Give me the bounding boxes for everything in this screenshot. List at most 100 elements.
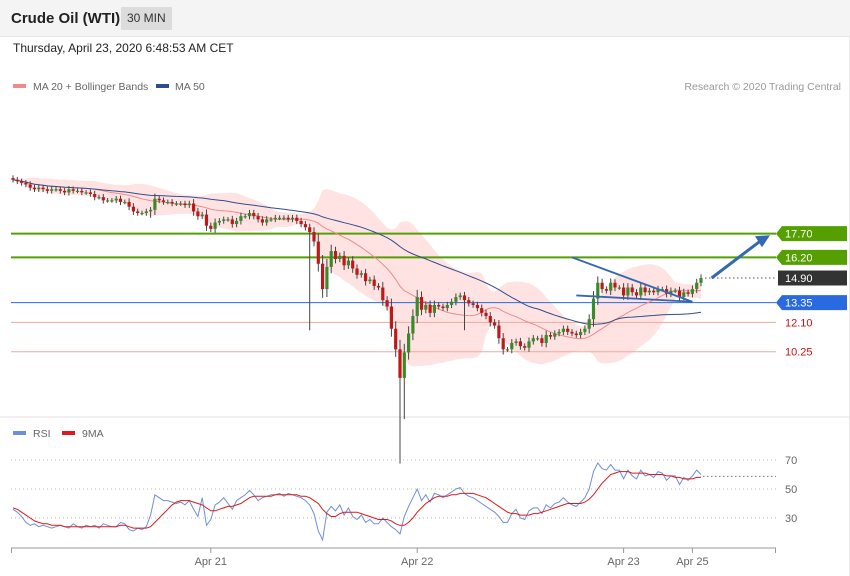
candle-bull — [149, 209, 153, 212]
candle-bear — [574, 333, 578, 336]
candle-bull — [591, 298, 596, 320]
candle-bear — [80, 190, 84, 193]
resistance-label-box — [776, 249, 847, 265]
candle-bull — [699, 278, 703, 283]
legend-rsi-ma-swatch — [62, 431, 75, 435]
candle-bull — [454, 297, 458, 302]
candle-bull — [187, 203, 191, 206]
candle-bull — [368, 279, 372, 282]
candle-bear — [600, 282, 604, 290]
candle-bear — [398, 349, 402, 378]
candle-bull — [166, 201, 170, 204]
candle-bull — [84, 192, 88, 194]
candle-bull — [626, 287, 630, 296]
rsi-tick-label: 70 — [785, 455, 797, 467]
candle-bull — [144, 211, 148, 214]
candle-bear — [308, 227, 312, 233]
candle-bull — [325, 266, 329, 290]
legend-ma20-swatch — [13, 84, 26, 88]
candle-bull — [213, 222, 217, 229]
interval-badge[interactable]: 30 MIN — [121, 7, 172, 30]
candle-bull — [359, 273, 363, 275]
candle-bull — [37, 187, 41, 190]
candle-bull — [411, 316, 415, 334]
candle-bear — [286, 217, 290, 220]
candle-bear — [157, 198, 161, 201]
candle-bull — [527, 341, 531, 348]
legend-ma50-label: MA 50 — [175, 81, 205, 93]
candle-bear — [24, 182, 28, 185]
candle-bear — [196, 211, 200, 217]
pivot-label: 13.35 — [785, 298, 813, 310]
candle-bear — [230, 219, 234, 225]
candle-bear — [183, 203, 187, 206]
forecast-arrow-head — [755, 235, 770, 248]
rsi-line — [12, 461, 702, 542]
candle-bear — [622, 287, 626, 296]
candle-bear — [20, 181, 24, 183]
candle-bear — [28, 184, 32, 188]
header-bar: Crude Oil (WTI) 30 MIN — [0, 0, 850, 37]
legend-ma20-label: MA 20 + Bollinger Bands — [33, 81, 148, 93]
rsi-ma-line — [12, 471, 701, 529]
candle-bear — [170, 201, 174, 204]
rsi-legend: RSI 9MA — [13, 428, 104, 440]
candle-bear — [71, 189, 75, 191]
candle-bull — [273, 217, 277, 220]
candle-bull — [695, 282, 699, 290]
candle-bull — [660, 289, 664, 291]
candle-bull — [544, 335, 548, 343]
candle-bear — [385, 300, 389, 307]
candle-bull — [290, 217, 295, 220]
candle-bear — [93, 193, 97, 198]
candle-bear — [437, 304, 441, 307]
price-label: 14.90 — [785, 273, 813, 285]
candle-bear — [604, 289, 608, 291]
support-label: 10.25 — [785, 347, 813, 359]
candle-bear — [488, 316, 492, 323]
rsi-tick-label: 50 — [785, 484, 797, 496]
candle-bear — [15, 179, 19, 182]
candle-bull — [243, 216, 247, 218]
candle-bull — [609, 282, 613, 291]
candle-bull — [647, 290, 651, 293]
candle-bull — [587, 319, 591, 329]
triangle-lower-trendline — [576, 294, 693, 303]
candle-bull — [329, 251, 333, 267]
candle-bull — [583, 328, 587, 332]
candle-bull — [123, 201, 127, 204]
candle-bull — [226, 219, 230, 221]
candle-bear — [540, 338, 544, 343]
candle-bear — [127, 201, 131, 207]
x-tick-label: Apr 23 — [607, 556, 639, 568]
candle-bear — [209, 225, 213, 229]
candle-bull — [682, 292, 686, 298]
candle-bear — [475, 304, 479, 309]
candle-bear — [497, 325, 501, 339]
candle-bull — [458, 295, 462, 298]
rsi-panel: 70 50 30 — [11, 455, 797, 542]
candle-bear — [389, 306, 393, 329]
candle-bear — [41, 187, 45, 190]
candle-bear — [351, 260, 355, 269]
candle-bear — [493, 322, 497, 326]
candle-bull — [217, 220, 221, 223]
candle-bear — [518, 341, 522, 347]
x-tick-label: Apr 22 — [401, 556, 433, 568]
candle-bear — [256, 216, 260, 220]
legend-ma50-swatch — [156, 84, 169, 88]
forecast-arrow-shaft — [710, 237, 765, 280]
candle-bull — [222, 219, 226, 221]
price-label-box — [778, 270, 847, 286]
candle-bull — [110, 200, 114, 202]
candle-bear — [260, 219, 264, 223]
candle-bear — [161, 200, 166, 202]
candle-bull — [639, 287, 643, 296]
candle-bear — [299, 220, 303, 225]
candle-bear — [630, 287, 634, 293]
candle-bear — [364, 273, 368, 282]
x-tick-label: Apr 21 — [195, 556, 227, 568]
candle-bear — [131, 206, 135, 212]
candle-bull — [432, 304, 436, 313]
x-axis: Apr 21 Apr 22 Apr 23 Apr 25 — [11, 547, 776, 568]
